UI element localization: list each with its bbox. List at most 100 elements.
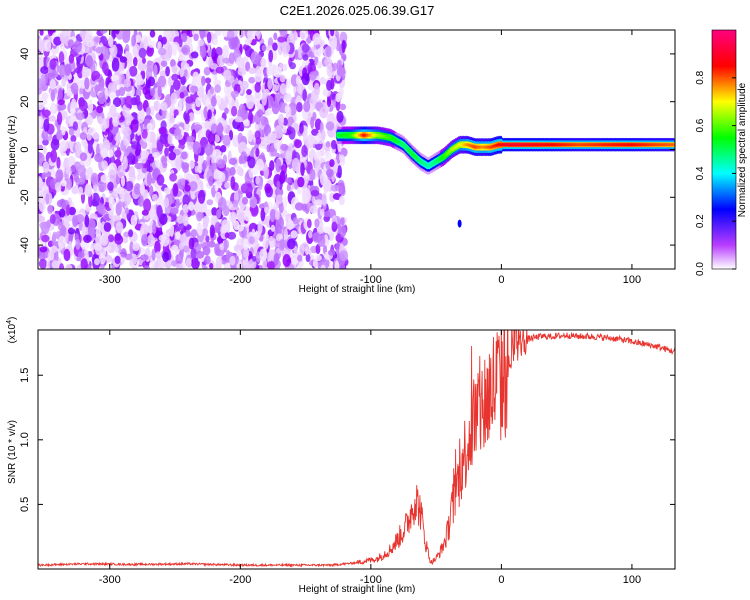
noise-blob xyxy=(213,38,219,45)
noise-blob xyxy=(180,151,188,160)
noise-blob xyxy=(49,58,57,70)
noise-blob xyxy=(244,209,252,222)
noise-blob xyxy=(248,76,256,84)
noise-blob xyxy=(212,149,222,159)
noise-blob xyxy=(151,177,156,184)
noise-blob xyxy=(222,134,231,147)
noise-blob xyxy=(157,41,162,51)
noise-blob xyxy=(325,121,335,131)
noise-blob xyxy=(247,129,254,142)
noise-blob xyxy=(193,33,199,42)
spectrogram-y-tick-label: -20 xyxy=(19,189,31,205)
noise-blob xyxy=(112,116,120,127)
colorbar-tick-label: 0.8 xyxy=(695,70,706,84)
noise-blob xyxy=(54,182,62,192)
noise-blob xyxy=(114,135,122,142)
noise-blob xyxy=(52,231,57,241)
noise-blob xyxy=(94,258,100,266)
noise-blob xyxy=(260,207,266,222)
noise-blob xyxy=(170,59,176,68)
noise-blob xyxy=(68,206,76,216)
noise-blob xyxy=(156,174,165,186)
noise-blob xyxy=(42,161,50,174)
noise-blob xyxy=(287,238,296,250)
noise-blob xyxy=(101,160,108,171)
noise-blob xyxy=(145,106,151,117)
noise-blob xyxy=(135,95,141,106)
noise-blob xyxy=(88,99,94,114)
noise-blob xyxy=(146,172,152,187)
noise-blob xyxy=(204,77,212,84)
noise-blob xyxy=(205,129,211,139)
noise-blob xyxy=(294,139,302,149)
snr-frame xyxy=(37,329,676,570)
noise-blob xyxy=(206,153,211,166)
noise-blob xyxy=(269,160,275,172)
noise-blob xyxy=(267,78,273,90)
noise-blob xyxy=(112,215,121,222)
noise-blob xyxy=(114,30,120,35)
noise-blob xyxy=(72,121,78,131)
noise-blob xyxy=(195,96,202,108)
noise-blob xyxy=(65,263,73,269)
noise-blob xyxy=(157,75,167,88)
noise-blob xyxy=(214,182,219,192)
noise-blob xyxy=(111,57,120,72)
snr-x-tick-label: -300 xyxy=(99,574,121,586)
noise-blob xyxy=(217,237,224,245)
noise-blob xyxy=(298,261,304,268)
noise-blob xyxy=(186,135,196,143)
colorbar-tick-label: 0.6 xyxy=(695,118,706,132)
noise-blob xyxy=(141,234,149,247)
noise-blob xyxy=(210,123,218,134)
noise-blob xyxy=(84,77,90,90)
noise-blob xyxy=(229,157,238,165)
noise-blob xyxy=(123,30,130,41)
noise-blob xyxy=(254,72,263,83)
noise-blob xyxy=(291,157,300,172)
noise-blob xyxy=(85,31,91,44)
noise-blob xyxy=(263,165,269,180)
noise-blob xyxy=(233,220,240,231)
noise-blob xyxy=(280,143,289,151)
noise-blob xyxy=(312,232,321,243)
noise-blob xyxy=(285,78,291,89)
noise-blob xyxy=(85,55,93,68)
noise-blob xyxy=(72,214,79,227)
noise-blob xyxy=(205,235,210,243)
noise-blob xyxy=(290,230,298,239)
noise-blob xyxy=(73,40,82,53)
noise-blob xyxy=(246,96,255,110)
noise-blob xyxy=(67,234,74,242)
noise-blob xyxy=(228,52,235,64)
noise-blob xyxy=(61,76,67,87)
noise-blob xyxy=(164,187,170,194)
noise-blob xyxy=(184,112,190,125)
snr-multiplier-prefix: (x10 xyxy=(7,323,18,343)
noise-blob xyxy=(47,72,52,81)
noise-blob xyxy=(204,143,213,156)
noise-blob xyxy=(209,86,214,95)
noise-blob xyxy=(289,32,294,40)
noise-blob xyxy=(152,151,161,159)
snr-multiplier-exponent: 4 xyxy=(6,320,13,324)
noise-blob xyxy=(108,169,117,180)
snr-x-tick-label: 0 xyxy=(498,574,504,586)
noise-blob xyxy=(227,231,237,240)
noise-blob xyxy=(55,169,64,182)
noise-blob xyxy=(97,116,103,124)
noise-blob xyxy=(273,253,279,266)
spectrogram-x-tick-label: -300 xyxy=(99,274,121,286)
noise-blob xyxy=(314,218,320,228)
noise-blob xyxy=(77,164,86,177)
noise-blob xyxy=(182,245,190,253)
noise-blob xyxy=(182,194,190,207)
noise-blob xyxy=(304,246,310,256)
noise-blob xyxy=(87,114,93,126)
noise-blob xyxy=(215,256,223,269)
noise-blob xyxy=(46,258,51,269)
noise-blob xyxy=(264,110,269,117)
noise-blob xyxy=(299,30,309,41)
noise-blob xyxy=(109,44,118,58)
